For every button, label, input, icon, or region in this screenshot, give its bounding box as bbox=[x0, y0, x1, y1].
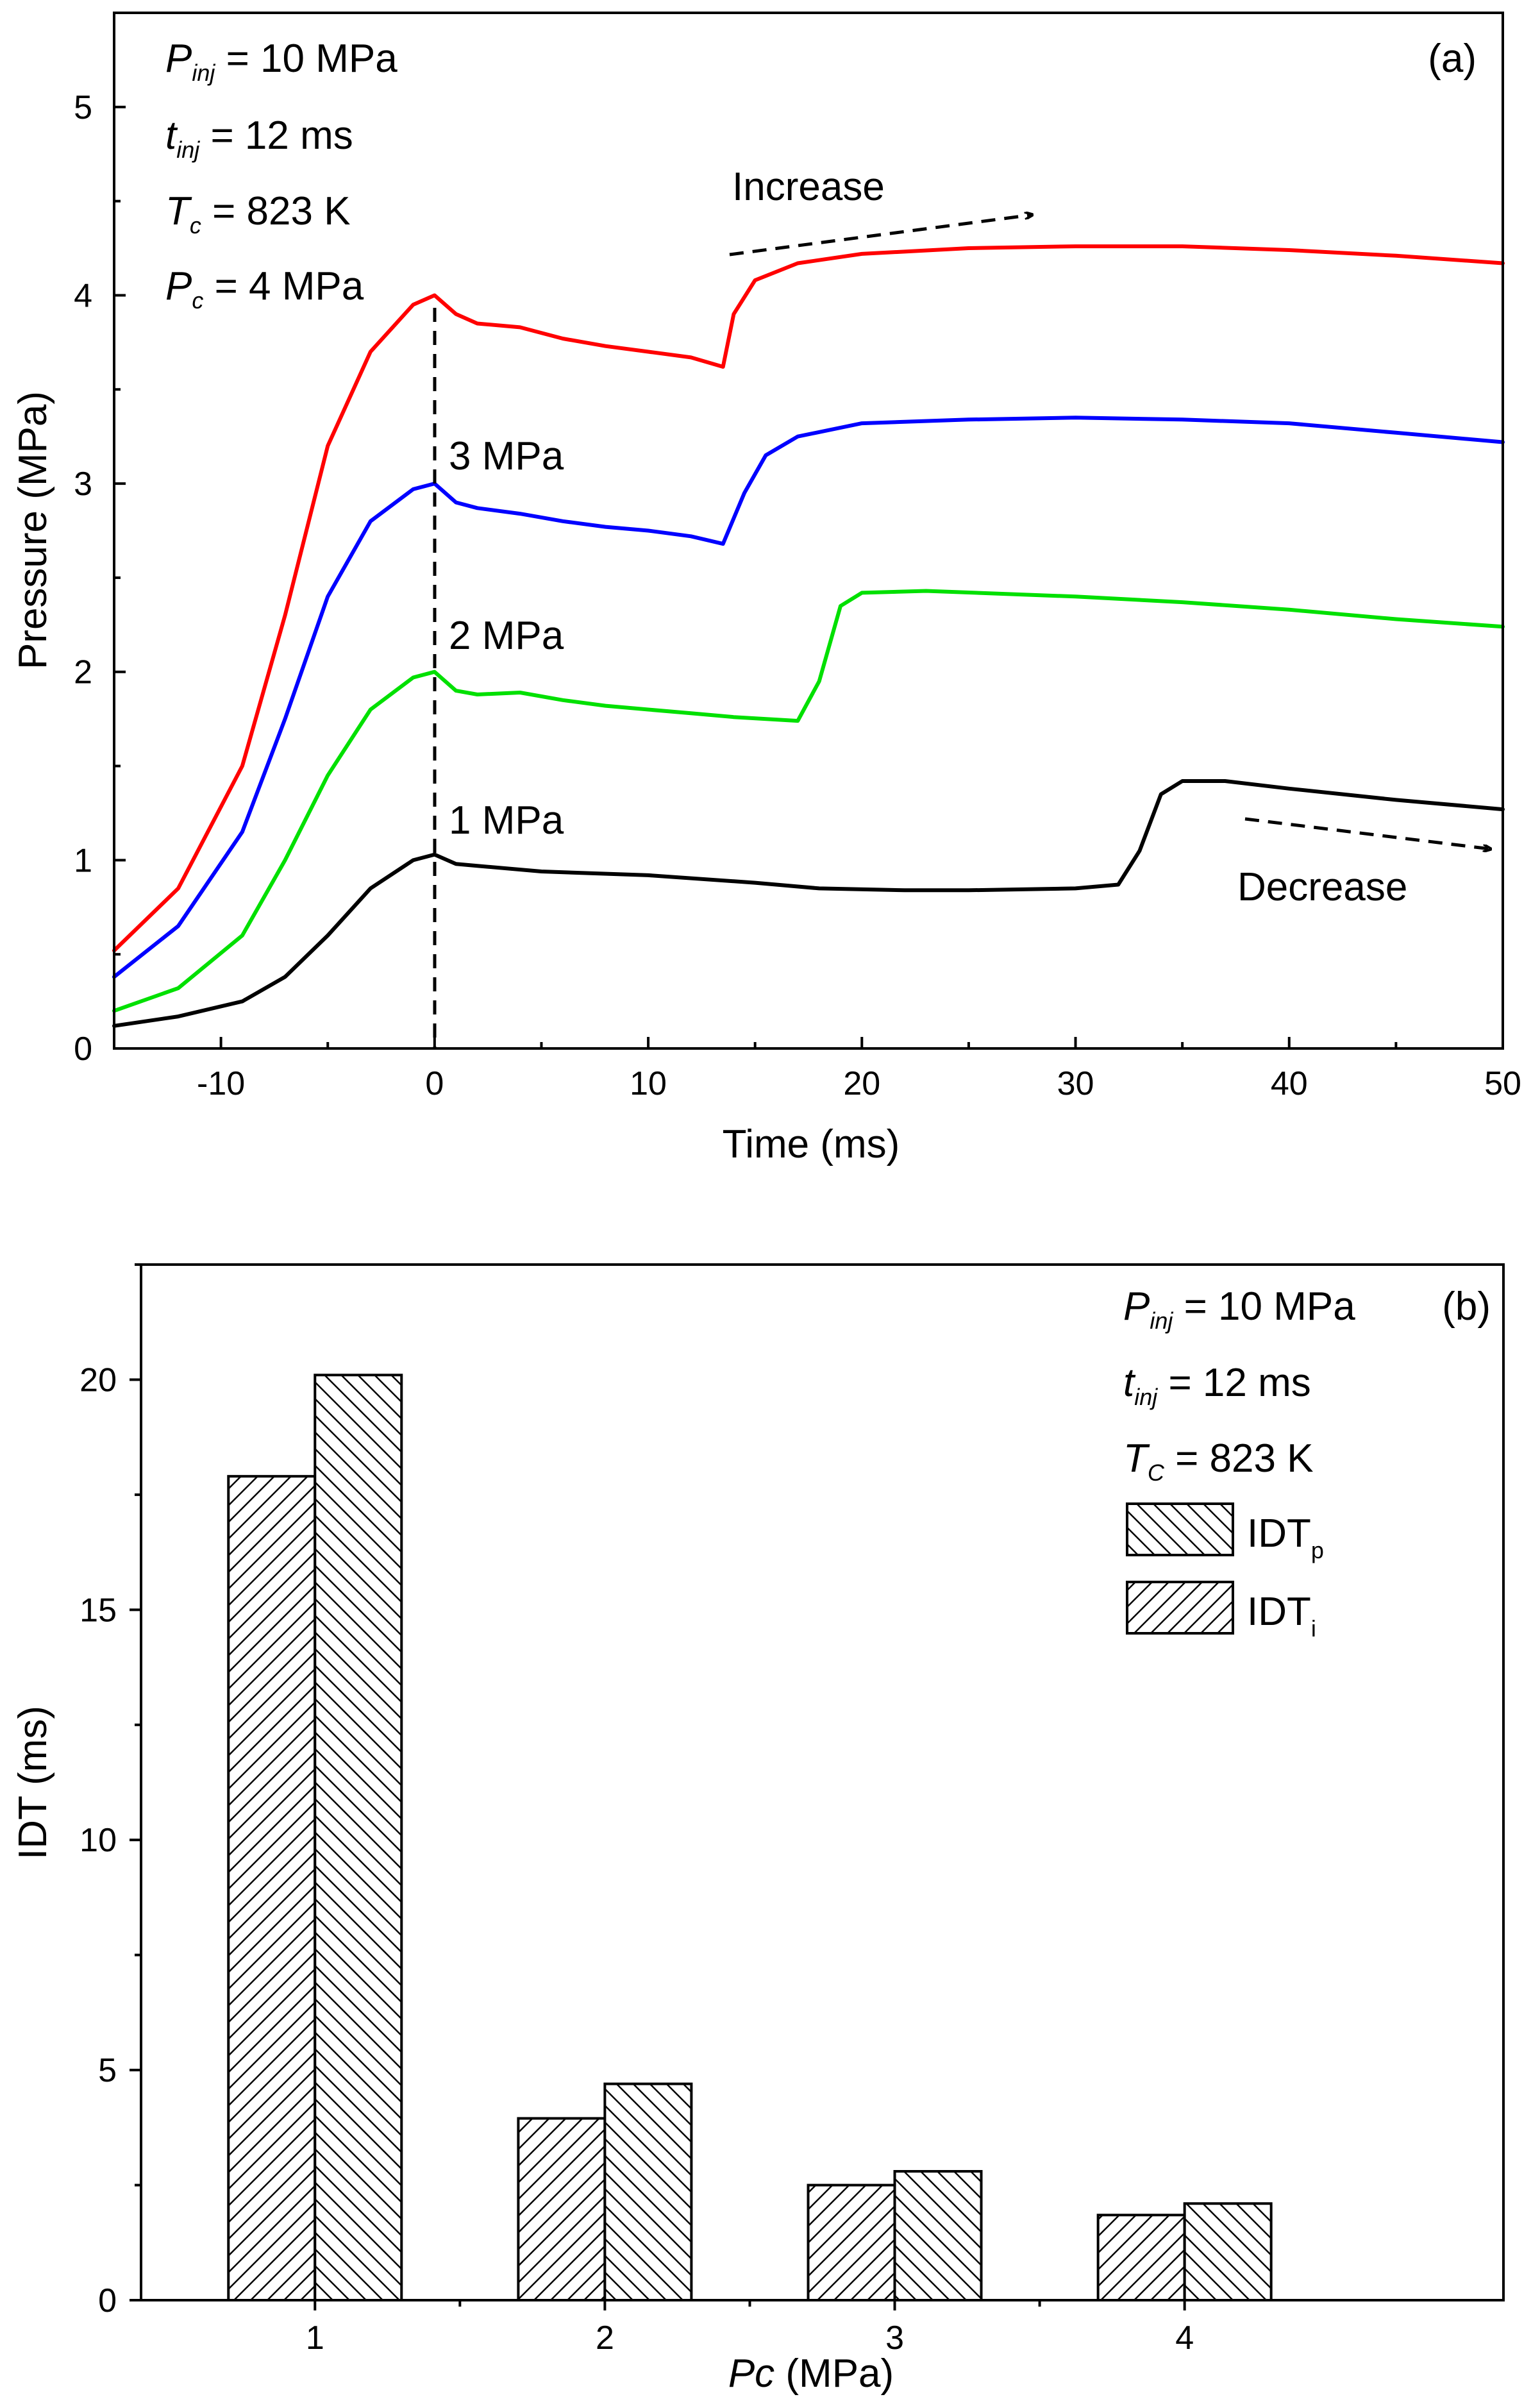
pressure-curves bbox=[112, 244, 1505, 1028]
y-tick-label: 3 bbox=[74, 466, 92, 503]
x-tick-label: 50 bbox=[1484, 1065, 1521, 1102]
curve-label-3mpa: 3 MPa bbox=[449, 434, 564, 478]
panel-a-plot-frame bbox=[113, 12, 1504, 1050]
condition-chamber-temperature: Tc = 823 K bbox=[165, 189, 351, 239]
bar-idtp-pc3 bbox=[893, 2170, 983, 2301]
x-tick-label: 0 bbox=[425, 1065, 444, 1102]
x-tick-label: 3 bbox=[885, 2319, 904, 2357]
panel-b-label: (b) bbox=[1442, 1284, 1491, 1329]
panel-b-plot-frame bbox=[140, 1263, 1505, 2301]
y-tick-label: 2 bbox=[74, 654, 92, 691]
bar-idtp-pc1 bbox=[314, 1374, 403, 2301]
panel-a-label: (a) bbox=[1428, 37, 1477, 81]
bar-idti-pc4 bbox=[1096, 2214, 1186, 2302]
x-tick-label: 4 bbox=[1175, 2319, 1194, 2357]
legend-swatch-idti bbox=[1126, 1581, 1234, 1635]
decrease-label: Decrease bbox=[1237, 865, 1407, 909]
panel-b-y-axis-ticks: 0 5 10 15 20 bbox=[80, 1263, 141, 2319]
pressure-curve-2-mpa bbox=[112, 589, 1505, 1013]
y-tick-label: 0 bbox=[98, 2282, 117, 2319]
y-tick-label: 1 bbox=[74, 842, 92, 879]
condition-chamber-pressure: Pc = 4 MPa bbox=[165, 264, 364, 314]
condition-injection-time-b: tinj = 12 ms bbox=[1123, 1361, 1311, 1410]
increase-arrow bbox=[729, 215, 1032, 257]
x-tick-label: 2 bbox=[596, 2319, 614, 2357]
y-tick-label: 5 bbox=[74, 89, 92, 126]
bar-idtp-pc4 bbox=[1183, 2202, 1273, 2301]
panel-b-y-axis-title: IDT (ms) bbox=[11, 1706, 55, 1860]
y-tick-label: 10 bbox=[80, 1822, 117, 1859]
y-tick-label: 5 bbox=[98, 2052, 117, 2089]
idt-bars bbox=[227, 1374, 1273, 2302]
panel-b-x-axis-ticks: 1 2 3 4 bbox=[306, 2300, 1194, 2357]
panel-a-x-axis-title: Time (ms) bbox=[723, 1122, 900, 1166]
curve-label-2mpa: 2 MPa bbox=[449, 614, 564, 658]
y-tick-label: 15 bbox=[80, 1592, 117, 1629]
legend-label-idtp: IDTp bbox=[1247, 1511, 1324, 1563]
y-tick-label: 4 bbox=[74, 277, 92, 314]
decrease-arrow bbox=[1244, 817, 1491, 849]
condition-injection-time: tinj = 12 ms bbox=[165, 114, 353, 163]
condition-chamber-temperature-b: TC = 823 K bbox=[1123, 1436, 1314, 1486]
pressure-curve-4-mpa bbox=[112, 244, 1505, 953]
y-tick-label: 20 bbox=[80, 1361, 117, 1399]
legend-label-idti: IDTi bbox=[1247, 1590, 1316, 1642]
pressure-curve-3-mpa bbox=[112, 416, 1505, 979]
y-tick-label: 0 bbox=[74, 1031, 92, 1068]
x-tick-label: 20 bbox=[843, 1065, 880, 1102]
panel-a-x-axis-ticks: -10 0 10 20 30 40 50 bbox=[113, 1037, 1521, 1102]
x-tick-label: 10 bbox=[630, 1065, 667, 1102]
bar-idti-pc2 bbox=[517, 2117, 607, 2301]
panel-b-legend: IDTp IDTi bbox=[1126, 1502, 1324, 1642]
x-tick-label: -10 bbox=[197, 1065, 245, 1102]
panel-a-conditions: Pinj = 10 MPa tinj = 12 ms Tc = 823 K Pc… bbox=[165, 37, 398, 314]
panel-b-conditions: Pinj = 10 MPa tinj = 12 ms TC = 823 K bbox=[1123, 1284, 1355, 1486]
x-tick-label: 40 bbox=[1271, 1065, 1308, 1102]
panel-b-idt-bar-chart: 1 2 3 4 0 5 10 15 20 (b) Pinj = 10 MPa tinj = 1… bbox=[11, 1263, 1505, 2396]
increase-label: Increase bbox=[732, 165, 885, 209]
curve-label-1mpa: 1 MPa bbox=[449, 798, 564, 843]
pressure-curve-1-mpa bbox=[112, 779, 1505, 1028]
bar-idti-pc1 bbox=[227, 1475, 317, 2301]
x-tick-label: 30 bbox=[1057, 1065, 1094, 1102]
condition-injection-pressure-b: Pinj = 10 MPa bbox=[1123, 1284, 1355, 1334]
bar-idti-pc3 bbox=[807, 2183, 896, 2302]
condition-injection-pressure: Pinj = 10 MPa bbox=[165, 37, 398, 86]
panel-a-y-axis-ticks: 0 1 2 3 4 5 bbox=[74, 12, 126, 1068]
bar-idtp-pc2 bbox=[603, 2082, 693, 2302]
x-tick-label: 1 bbox=[306, 2319, 324, 2357]
legend-swatch-idtp bbox=[1126, 1502, 1234, 1556]
panel-a-y-axis-title: Pressure (MPa) bbox=[11, 391, 55, 669]
panel-b-x-axis-title: Pc (MPa) bbox=[728, 2351, 894, 2396]
